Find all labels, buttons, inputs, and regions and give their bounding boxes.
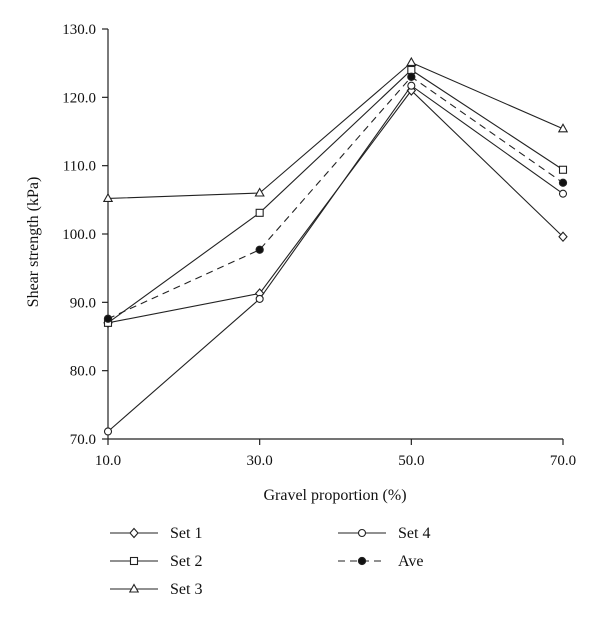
data-point-ave bbox=[255, 245, 264, 254]
series-line-set-2 bbox=[107, 69, 564, 324]
x-tick-label: 50.0 bbox=[398, 453, 424, 469]
data-point-set-4 bbox=[558, 189, 568, 198]
y-tick-label: 100.0 bbox=[62, 227, 96, 243]
series-set-1 bbox=[103, 85, 568, 329]
tick-labels: 70.0 80.0 90.0 100.0 110.0 120.0 130.0 10.0 30.0… bbox=[62, 22, 576, 469]
legend-item-set-1: Set 1 bbox=[110, 525, 202, 542]
y-tick-label: 80.0 bbox=[70, 364, 96, 380]
legend-label: Ave bbox=[398, 553, 423, 570]
legend-item-set-4: Set 4 bbox=[338, 525, 430, 542]
y-tick-label: 110.0 bbox=[63, 159, 96, 175]
data-point-ave bbox=[103, 314, 113, 323]
data-point-set-3 bbox=[102, 192, 114, 203]
legend-marker bbox=[129, 556, 139, 566]
legend-marker bbox=[357, 556, 367, 566]
tick-marks bbox=[102, 28, 564, 445]
x-tick-label: 30.0 bbox=[247, 453, 273, 469]
data-point-set-4 bbox=[407, 81, 416, 90]
legend-marker bbox=[357, 528, 367, 538]
x-tick-label: 70.0 bbox=[550, 453, 576, 469]
legend-label: Set 3 bbox=[170, 581, 202, 598]
data-point-set-4 bbox=[255, 294, 264, 303]
x-axis-label: Gravel proportion (%) bbox=[263, 487, 406, 504]
data-point-set-3 bbox=[254, 187, 265, 197]
data-point-set-3 bbox=[557, 123, 569, 133]
y-axis-label: Shear strength (kPa) bbox=[25, 177, 42, 308]
series-set-3 bbox=[102, 56, 569, 203]
axes bbox=[107, 29, 563, 440]
legend: Set 1 Set 2 Set 3 Set 4 Ave bbox=[110, 525, 430, 598]
legend-label: Set 1 bbox=[170, 525, 202, 542]
y-tick-label: 120.0 bbox=[62, 90, 96, 106]
data-point-ave bbox=[407, 72, 416, 81]
series-ave bbox=[103, 72, 568, 323]
y-tick-label: 130.0 bbox=[62, 22, 96, 38]
y-tick-label: 90.0 bbox=[70, 295, 96, 311]
legend-marker bbox=[129, 527, 139, 539]
series-line-set-3 bbox=[107, 61, 564, 200]
data-point-set-4 bbox=[103, 427, 113, 436]
data-point-set-2 bbox=[255, 208, 264, 217]
data-point-set-2 bbox=[558, 165, 568, 174]
series-line-set-4 bbox=[107, 84, 564, 432]
legend-marker bbox=[128, 583, 140, 593]
data-point-ave bbox=[558, 178, 568, 187]
series-line-ave bbox=[107, 76, 564, 320]
legend-item-ave: Ave bbox=[338, 553, 423, 570]
data-point-set-3 bbox=[406, 56, 417, 67]
data-point-set-2 bbox=[407, 65, 416, 75]
legend-label: Set 2 bbox=[170, 553, 202, 570]
x-tick-label: 10.0 bbox=[95, 453, 121, 469]
legend-label: Set 4 bbox=[398, 525, 430, 542]
data-point-set-1 bbox=[558, 231, 568, 243]
legend-item-set-2: Set 2 bbox=[110, 553, 202, 570]
legend-item-set-3: Set 3 bbox=[110, 581, 202, 598]
series-layer bbox=[102, 56, 569, 436]
y-tick-label: 70.0 bbox=[70, 432, 96, 448]
series-set-4 bbox=[103, 81, 568, 436]
